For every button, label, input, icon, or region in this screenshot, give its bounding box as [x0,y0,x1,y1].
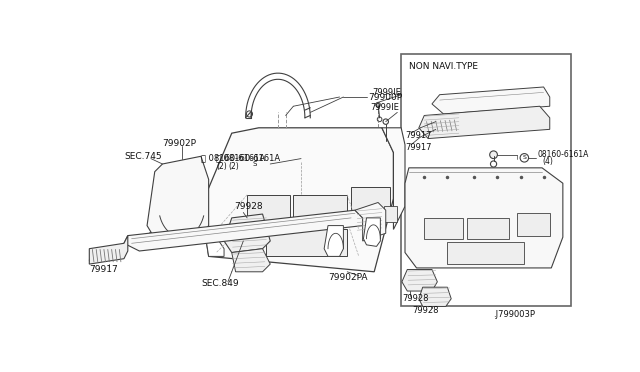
Polygon shape [224,214,270,253]
Text: S: S [522,155,526,160]
Text: 79902PA: 79902PA [328,273,367,282]
Polygon shape [247,195,289,222]
Polygon shape [447,242,524,264]
Text: NON NAVI.TYPE: NON NAVI.TYPE [409,62,478,71]
Polygon shape [324,225,344,256]
Polygon shape [201,128,394,272]
Polygon shape [293,195,348,222]
Polygon shape [467,218,509,239]
Text: 08160-6161A: 08160-6161A [538,150,589,159]
Polygon shape [266,230,348,256]
Text: 79928: 79928 [402,294,428,303]
Polygon shape [419,106,550,139]
Polygon shape [351,187,390,214]
Polygon shape [419,287,451,307]
Text: 79917: 79917 [405,143,431,152]
Polygon shape [364,218,380,246]
Polygon shape [382,128,405,230]
Text: SEC.849: SEC.849 [201,279,239,288]
Text: 79928: 79928 [234,202,262,211]
Polygon shape [405,168,563,268]
Text: S: S [253,161,257,167]
Polygon shape [232,249,270,272]
Polygon shape [201,183,224,256]
Polygon shape [516,212,550,235]
Text: Ⓢ 08160-6161A: Ⓢ 08160-6161A [201,153,265,162]
Text: 7999IE: 7999IE [371,103,399,112]
Polygon shape [355,202,386,241]
Polygon shape [402,269,437,291]
Text: (2): (2) [228,162,239,171]
Text: SEC.745: SEC.745 [124,152,161,161]
Circle shape [490,151,497,158]
Text: .J799003P: .J799003P [493,310,536,319]
Text: (2): (2) [216,162,227,171]
Polygon shape [384,206,397,222]
Text: (4): (4) [542,157,553,166]
Polygon shape [424,218,463,239]
Text: 79917: 79917 [90,265,118,274]
Text: 79900P: 79900P [368,93,402,102]
Polygon shape [147,156,209,245]
Polygon shape [401,54,570,307]
Text: 7999IE: 7999IE [372,88,401,97]
Polygon shape [432,87,550,114]
Polygon shape [124,210,363,251]
Text: 79928: 79928 [413,306,439,315]
Text: 79902P: 79902P [163,139,196,148]
Polygon shape [90,235,128,264]
Text: 79917: 79917 [405,131,431,140]
Text: Ⓢ 08160-6161A: Ⓢ 08160-6161A [216,153,280,162]
